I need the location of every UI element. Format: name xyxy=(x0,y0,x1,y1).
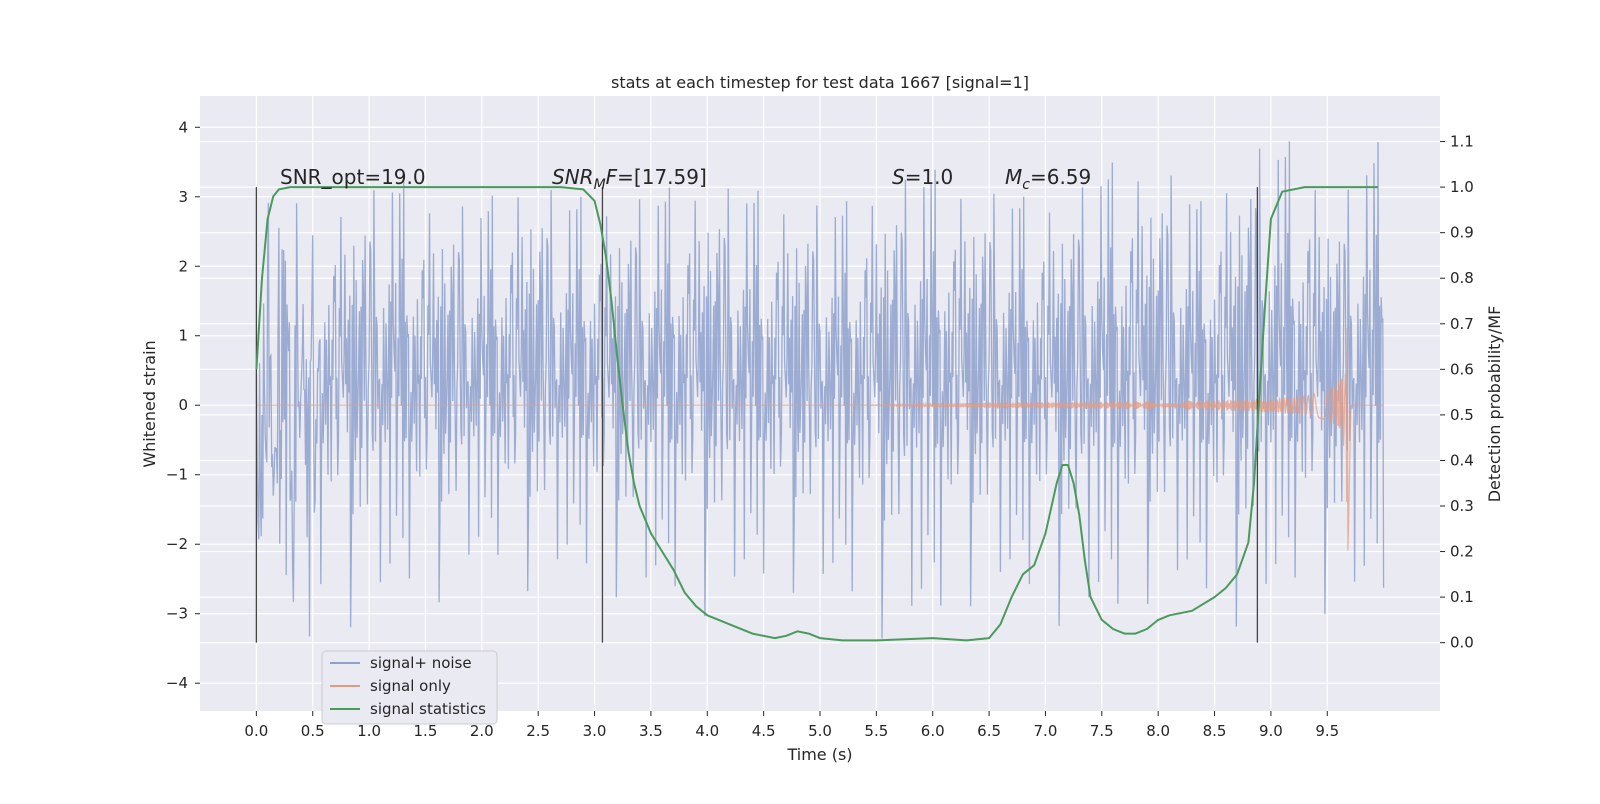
snr-mf-subscript: M xyxy=(594,177,606,193)
chart-title: stats at each timestep for test data 166… xyxy=(611,73,1029,92)
y-left-tick-label: 1 xyxy=(178,327,188,345)
y-right-tick-label: 0.5 xyxy=(1450,406,1474,424)
y-right-tick-label: 0.1 xyxy=(1450,588,1474,606)
y-right-tick-label: 0.4 xyxy=(1450,451,1474,469)
x-tick-label: 6.0 xyxy=(921,722,945,740)
y-axis-left-ticks: 4 3 2 1 0 −1 −2 −3 −4 xyxy=(166,118,200,692)
legend-box xyxy=(321,650,498,725)
y-right-tick-label: 0.9 xyxy=(1450,224,1474,242)
annotation-s: S=1.0 xyxy=(892,165,953,189)
x-axis-ticks: 0.0 0.5 1.0 1.5 2.0 2.5 3.0 3.5 4.0 4.5 5.0 5.5 6.0 6… xyxy=(244,711,1339,740)
y-right-tick-label: 0.7 xyxy=(1450,315,1474,333)
x-tick-label: 4.0 xyxy=(695,722,719,740)
x-tick-label: 9.5 xyxy=(1315,722,1339,740)
y-left-tick-label: −4 xyxy=(166,674,188,692)
x-tick-label: 7.5 xyxy=(1090,722,1114,740)
x-tick-label: 7.0 xyxy=(1034,722,1058,740)
y-left-tick-label: −3 xyxy=(166,605,188,623)
signal-statistics-line xyxy=(255,186,1378,642)
s-value: =1.0 xyxy=(905,165,954,189)
x-tick-label: 5.5 xyxy=(864,722,888,740)
snr-mf-f: F xyxy=(606,165,618,189)
x-tick-label: 2.5 xyxy=(526,722,550,740)
signal-noise-series xyxy=(255,141,1385,639)
x-axis-label: Time (s) xyxy=(786,745,852,764)
legend-label-signal-noise: signal+ noise xyxy=(370,654,472,672)
annotation-snr-opt: SNR_opt=19.0 xyxy=(280,165,426,189)
x-tick-label: 0.0 xyxy=(244,722,268,740)
x-tick-label: 4.5 xyxy=(752,722,776,740)
legend: signal+ noise signal only signal statist… xyxy=(321,650,498,725)
mc-value: =6.59 xyxy=(1030,165,1091,189)
x-tick-label: 3.0 xyxy=(583,722,607,740)
x-tick-label: 1.0 xyxy=(357,722,381,740)
x-tick-label: 0.5 xyxy=(301,722,325,740)
y-right-tick-label: 0.6 xyxy=(1450,360,1474,378)
snr-mf-value: =[17.59] xyxy=(617,165,707,189)
legend-label-signal-only: signal only xyxy=(370,677,451,695)
x-tick-label: 2.0 xyxy=(470,722,494,740)
y-left-tick-label: 0 xyxy=(178,396,188,414)
signal-statistics-series xyxy=(255,186,1378,642)
mc-subscript: c xyxy=(1022,177,1030,193)
y-left-tick-label: 4 xyxy=(178,118,188,136)
annotation-snr-mf: SNRMF=[17.59] xyxy=(552,165,707,193)
y-right-tick-label: 0.2 xyxy=(1450,543,1474,561)
x-tick-label: 9.0 xyxy=(1259,722,1283,740)
mc-symbol: M xyxy=(1005,165,1022,189)
signal-noise-line xyxy=(255,141,1385,639)
signal-only-series xyxy=(256,327,1384,551)
y-axis-right-ticks: 1.1 1.0 0.9 0.8 0.7 0.6 0.5 0.4 0.3 0.2 0.1 0.0 xyxy=(1440,133,1474,652)
signal-only-line xyxy=(256,327,1384,551)
y-axis-left-label: Whitened strain xyxy=(140,340,159,467)
x-tick-label: 5.0 xyxy=(808,722,832,740)
y-right-tick-label: 1.0 xyxy=(1450,178,1474,196)
y-right-tick-label: 0.8 xyxy=(1450,269,1474,287)
x-tick-label: 8.5 xyxy=(1203,722,1227,740)
y-axis-right-label: Detection probability/MF xyxy=(1485,306,1504,503)
legend-label-signal-statistics: signal statistics xyxy=(370,700,486,718)
y-right-tick-label: 0.3 xyxy=(1450,497,1474,515)
y-left-tick-label: 2 xyxy=(178,257,188,275)
x-tick-label: 1.5 xyxy=(414,722,438,740)
s-symbol: S xyxy=(892,165,905,189)
x-tick-label: 6.5 xyxy=(977,722,1001,740)
annotation-mc: Mc=6.59 xyxy=(1005,165,1091,193)
x-tick-label: 3.5 xyxy=(639,722,663,740)
x-tick-label: 8.0 xyxy=(1146,722,1170,740)
y-left-tick-label: −1 xyxy=(166,466,188,484)
y-right-tick-label: 0.0 xyxy=(1450,634,1474,652)
y-right-tick-label: 1.1 xyxy=(1450,133,1474,151)
y-left-tick-label: −2 xyxy=(166,535,188,553)
y-left-tick-label: 3 xyxy=(178,188,188,206)
snr-mf-symbol: SNR xyxy=(552,165,594,189)
